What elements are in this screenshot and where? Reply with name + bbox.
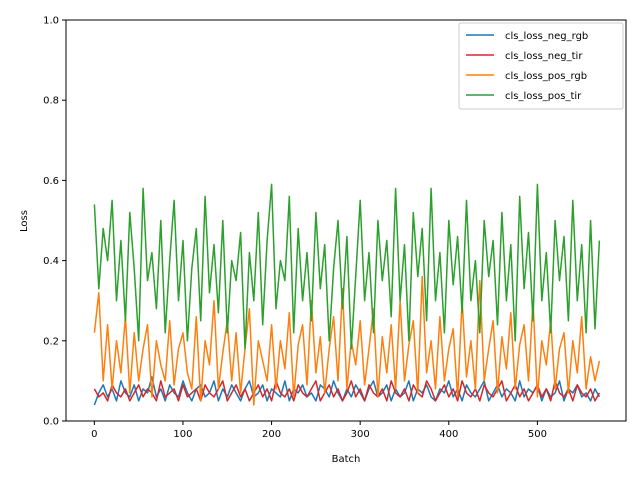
legend-label: cls_loss_pos_rgb xyxy=(505,71,587,82)
series-layer xyxy=(93,183,601,406)
x-tick-label: 500 xyxy=(528,429,547,440)
series-line-cls-loss-pos-tir xyxy=(93,183,601,350)
legend-label: cls_loss_pos_tir xyxy=(505,91,582,102)
y-tick-label: 0.8 xyxy=(43,96,59,107)
series-line-cls-loss-pos-rgb xyxy=(93,275,601,406)
y-tick-label: 0.0 xyxy=(43,417,59,428)
legend-label: cls_loss_neg_rgb xyxy=(505,31,588,42)
x-tick-label: 100 xyxy=(173,429,192,440)
x-tick-label: 0 xyxy=(91,429,97,440)
x-tick-label: 300 xyxy=(351,429,370,440)
plot-frame xyxy=(65,19,627,422)
y-axis-ticks: 0.0 0.2 0.4 0.6 0.8 1.0 xyxy=(43,16,66,428)
legend-label: cls_loss_neg_tir xyxy=(505,51,583,62)
legend-box xyxy=(458,22,624,110)
x-axis-ticks: 0 100 200 300 400 500 xyxy=(91,421,547,440)
legend: cls_loss_neg_rgb cls_loss_neg_tir cls_loss… xyxy=(458,22,624,110)
y-axis-label: Loss xyxy=(19,210,30,232)
x-axis-label: Batch xyxy=(332,454,361,465)
y-tick-label: 0.2 xyxy=(43,336,59,347)
y-tick-label: 0.6 xyxy=(43,176,59,187)
x-tick-label: 400 xyxy=(439,429,458,440)
y-tick-label: 1.0 xyxy=(43,16,59,27)
x-tick-label: 200 xyxy=(262,429,281,440)
y-tick-label: 0.4 xyxy=(43,256,59,267)
